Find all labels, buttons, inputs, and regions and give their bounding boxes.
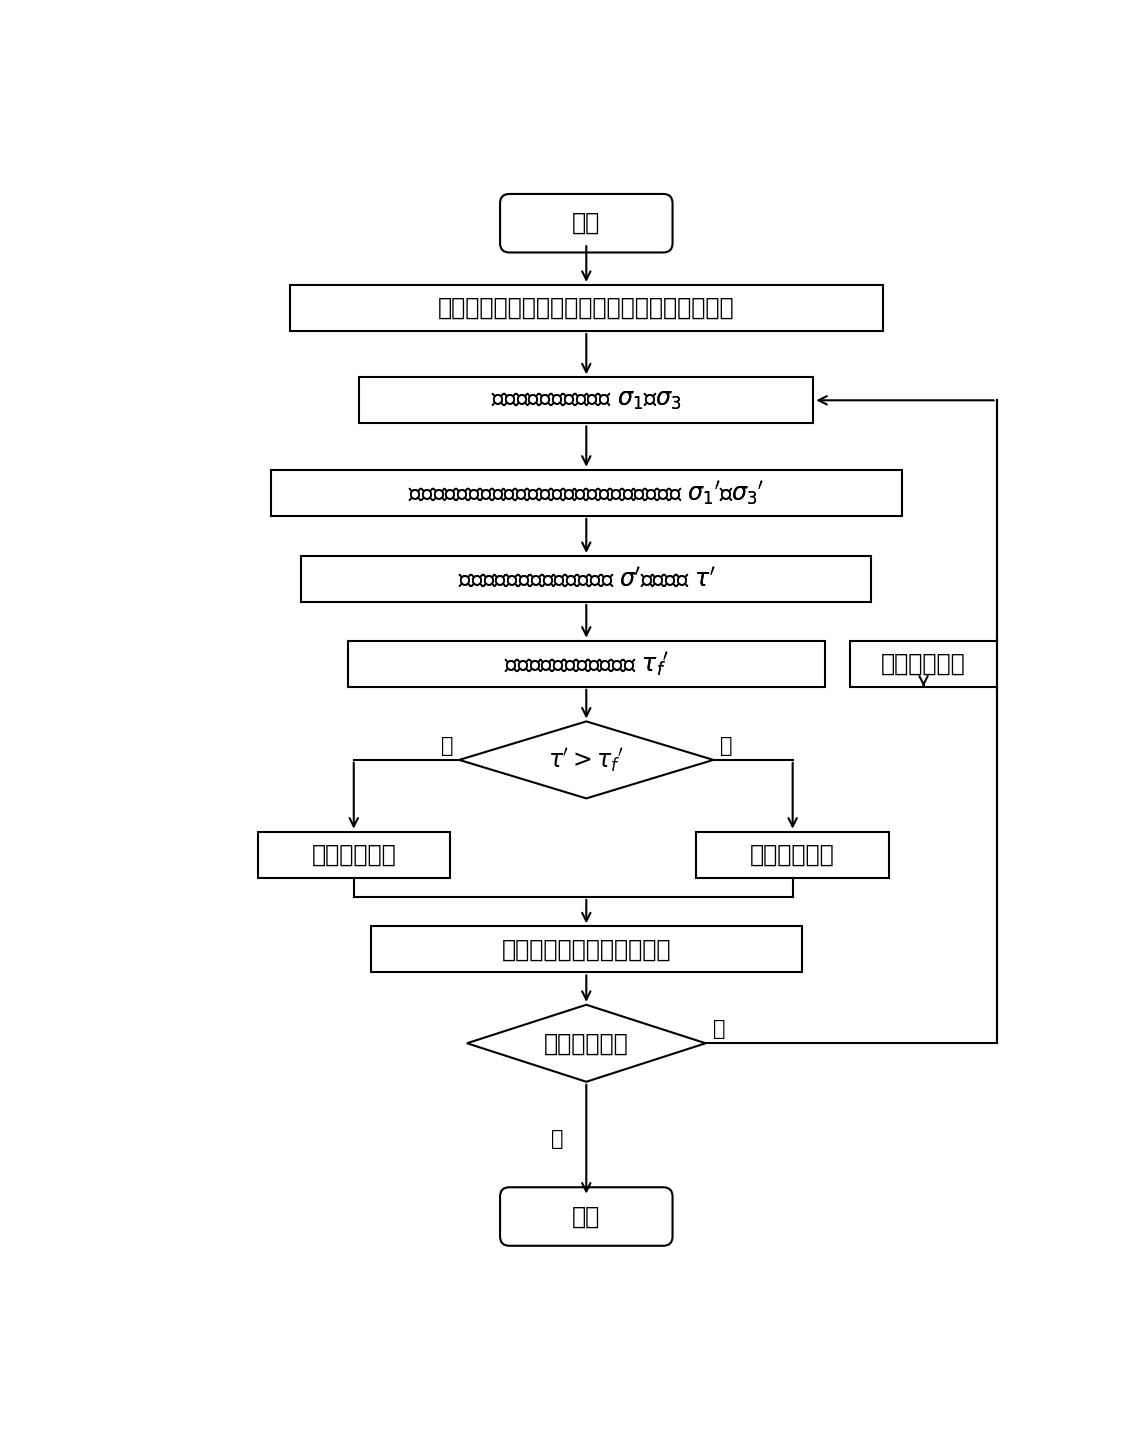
Text: 计算颗粒单元剪切面的正应力 $\sigma{}'$和切应力 $\tau{}'$: 计算颗粒单元剪切面的正应力 $\sigma{}'$和切应力 $\tau{}'$ <box>458 567 715 592</box>
FancyBboxPatch shape <box>500 193 673 253</box>
Text: 计算外部流体对颗粒的曳力作用，得到修正静止压力 $\sigma_1{}'$和$\sigma_3{}'$: 计算外部流体对颗粒的曳力作用，得到修正静止压力 $\sigma_1{}'$和$\… <box>408 479 764 506</box>
Bar <box>850 641 996 687</box>
Text: 结束: 结束 <box>572 1205 601 1228</box>
Text: 达到模拟时间: 达到模拟时间 <box>543 1032 629 1055</box>
Text: 计算颗粒单元抗剪切强度 $\tau_f{}'$: 计算颗粒单元抗剪切强度 $\tau_f{}'$ <box>503 649 669 678</box>
Text: 下一时间步长: 下一时间步长 <box>881 652 966 675</box>
Text: 计算颗粒单元剪切面的正应力 $\sigma{}'$和切应力 $\tau{}'$: 计算颗粒单元剪切面的正应力 $\sigma{}'$和切应力 $\tau{}'$ <box>458 567 715 592</box>
Bar <box>697 831 889 877</box>
Text: 颗粒保持静止: 颗粒保持静止 <box>311 843 396 867</box>
Bar <box>371 926 802 973</box>
FancyBboxPatch shape <box>500 1188 673 1245</box>
Bar <box>348 641 825 687</box>
Text: $\tau{}'>\tau_f{}'$: $\tau{}'>\tau_f{}'$ <box>548 746 625 773</box>
Text: 否: 否 <box>440 736 453 756</box>
Text: 更新颗粒位置、速度并输出: 更新颗粒位置、速度并输出 <box>501 938 672 961</box>
Text: 计算颗粒单元静止压力 $\sigma_1$和$\sigma_3$: 计算颗粒单元静止压力 $\sigma_1$和$\sigma_3$ <box>491 388 682 413</box>
Text: 颗粒发生迁移: 颗粒发生迁移 <box>750 843 835 867</box>
Bar <box>301 556 872 602</box>
Bar <box>257 831 450 877</box>
Text: 输入颗粒密度、平均直径、内摩擦角等物性参数: 输入颗粒密度、平均直径、内摩擦角等物性参数 <box>438 296 734 320</box>
Text: 计算外部流体对颗粒的曳力作用，得到修正静止压力 $\sigma_1{}'$和$\sigma_3{}'$: 计算外部流体对颗粒的曳力作用，得到修正静止压力 $\sigma_1{}'$和$\… <box>408 479 764 506</box>
Bar <box>359 377 813 423</box>
Text: 计算颗粒单元抗剪切强度 $\tau_f{}'$: 计算颗粒单元抗剪切强度 $\tau_f{}'$ <box>503 649 669 678</box>
Text: 是: 是 <box>550 1128 563 1149</box>
Bar <box>271 469 901 515</box>
Text: 计算颗粒单元静止压力 $\sigma_1$和$\sigma_3$: 计算颗粒单元静止压力 $\sigma_1$和$\sigma_3$ <box>491 388 682 413</box>
Text: 否: 否 <box>714 1019 725 1039</box>
Text: 是: 是 <box>720 736 732 756</box>
Polygon shape <box>459 722 714 798</box>
Text: 开始: 开始 <box>572 211 601 235</box>
Polygon shape <box>467 1004 706 1082</box>
Bar <box>289 284 883 330</box>
